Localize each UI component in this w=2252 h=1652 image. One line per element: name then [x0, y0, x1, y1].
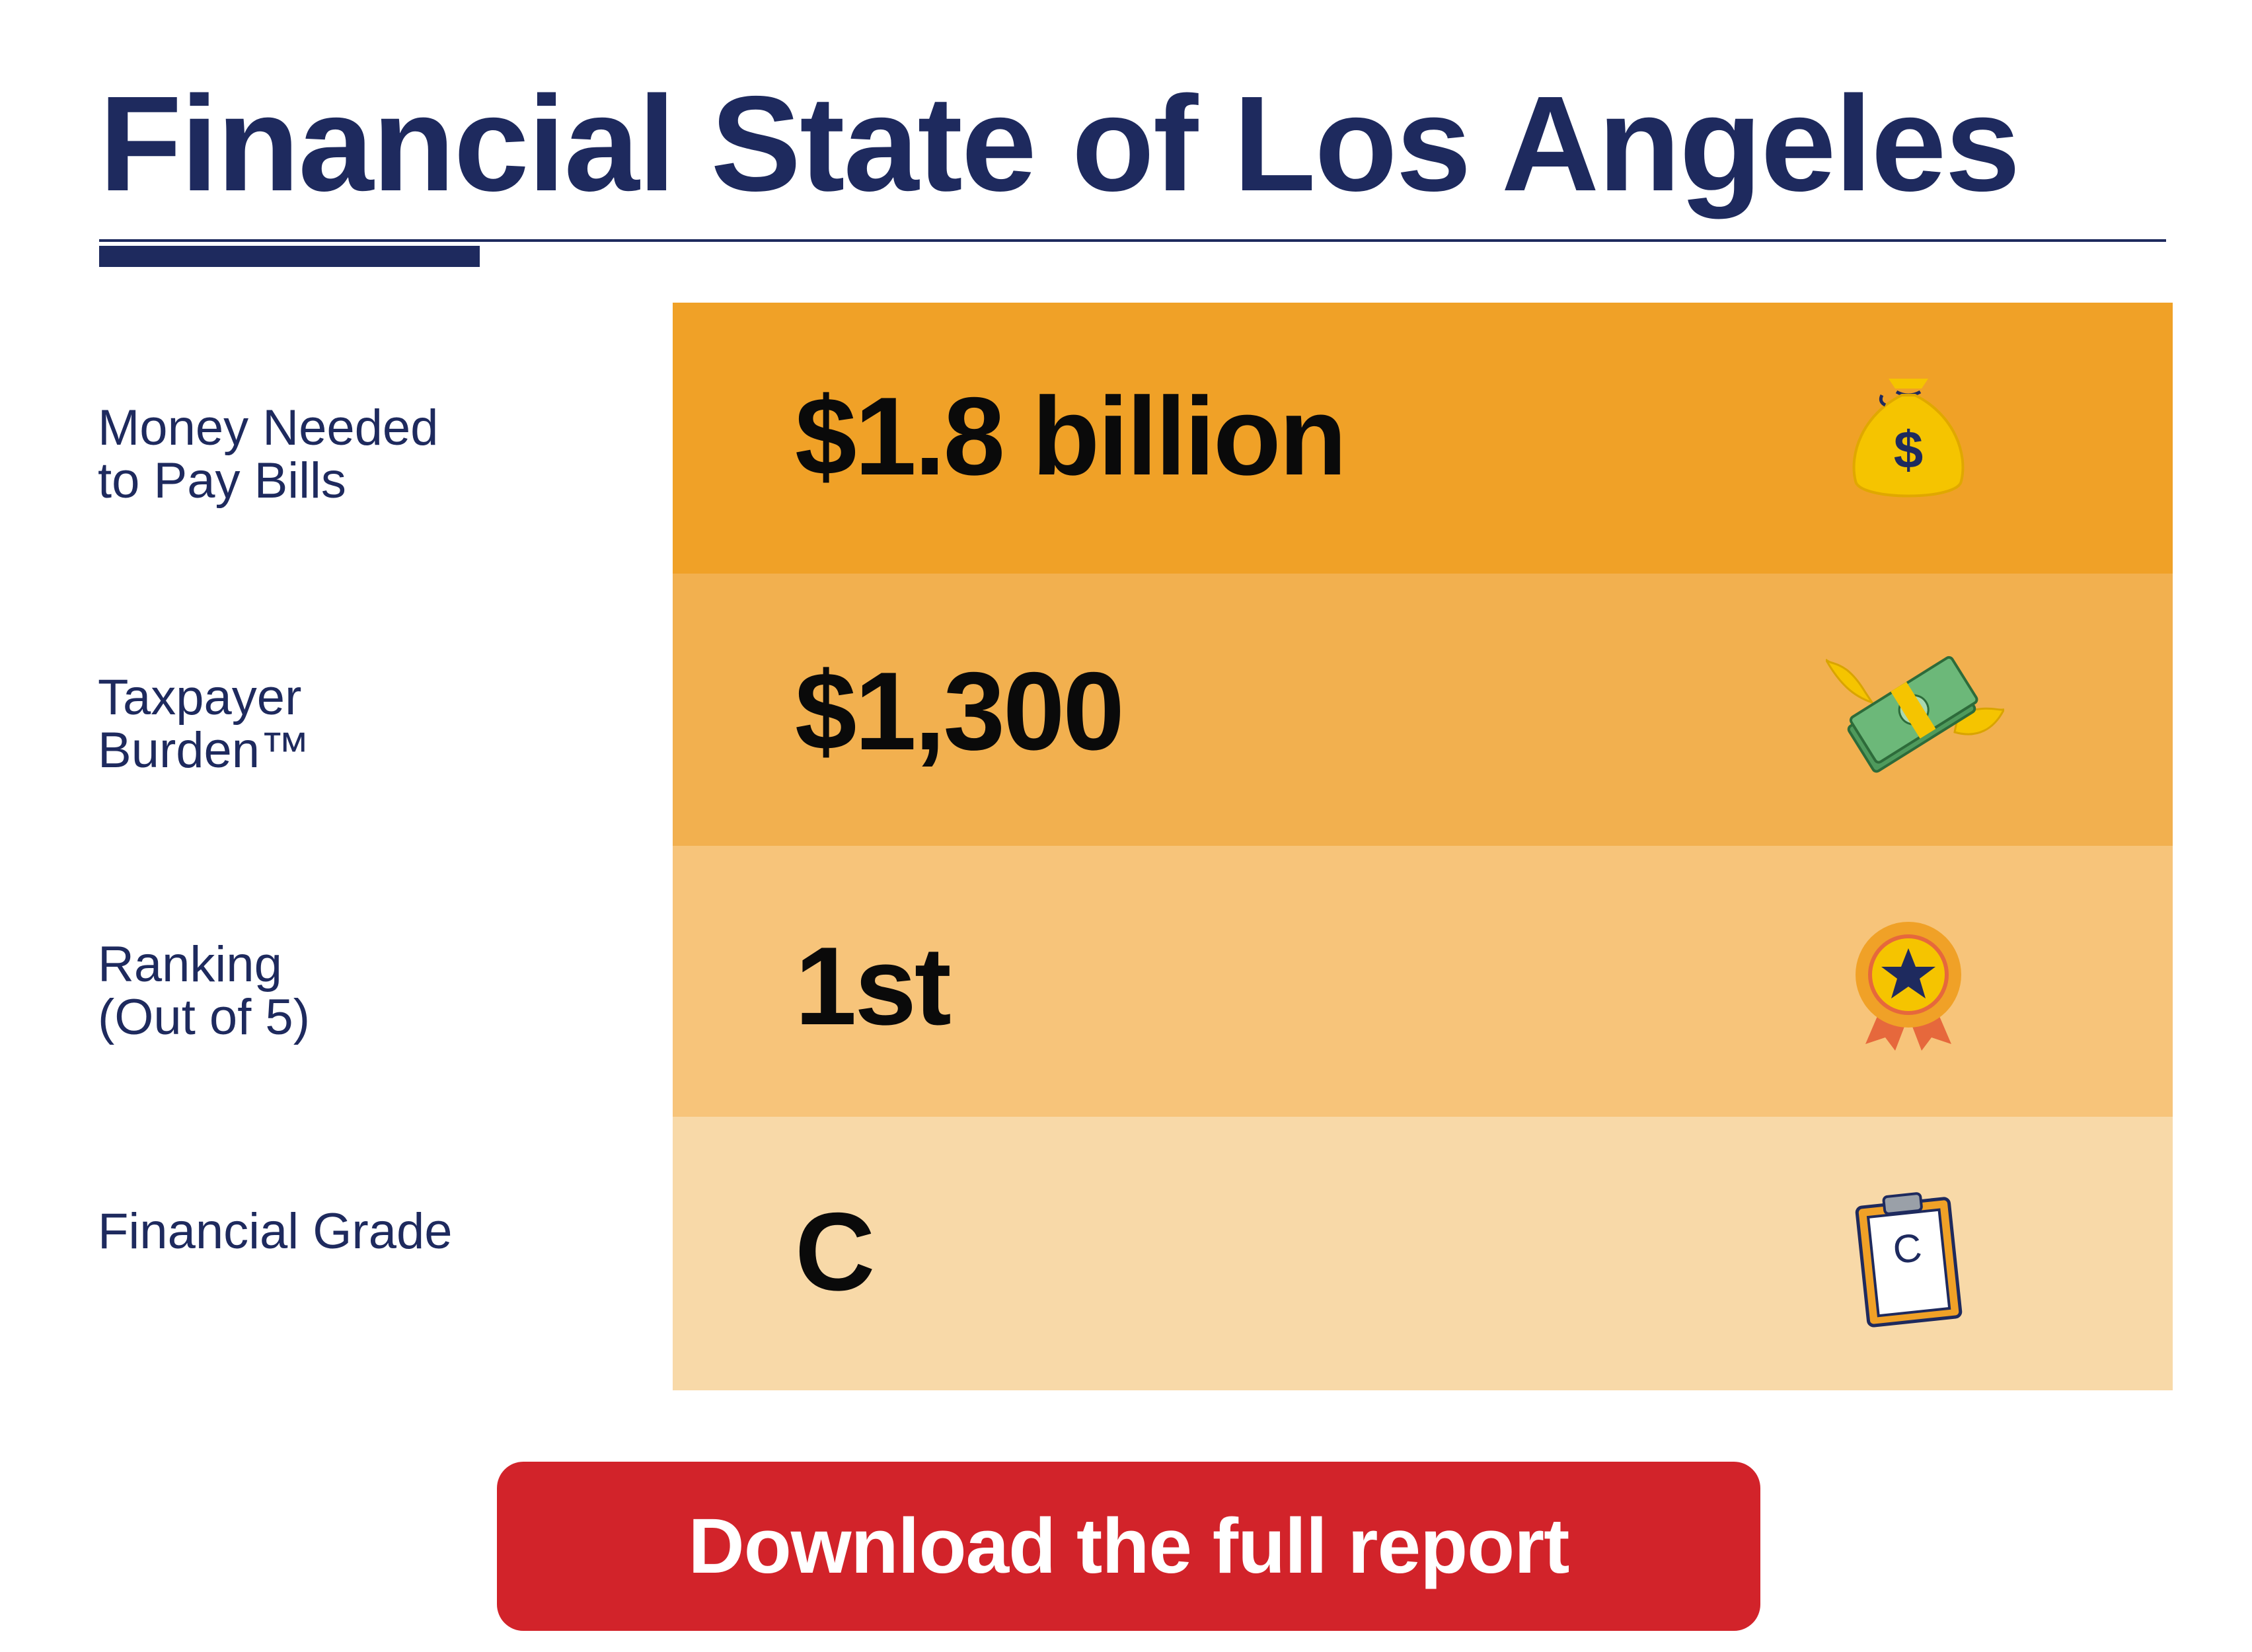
- stat-card-ranking: 1st: [673, 846, 2173, 1117]
- stat-card-money-needed: $1.8 billion $: [673, 303, 2173, 574]
- money-bag-icon-glyph: $: [1894, 420, 1924, 479]
- page-title: Financial State of Los Angeles: [99, 68, 2020, 219]
- stat-value-taxpayer-burden: $1,300: [795, 649, 1125, 773]
- row-label-taxpayer-burden: Taxpayer Burden™: [98, 669, 311, 778]
- clipboard-icon: C: [1849, 1189, 1968, 1332]
- stat-value-ranking: 1st: [795, 924, 952, 1048]
- stat-value-financial-grade: C: [795, 1189, 875, 1314]
- stat-card-taxpayer-burden: $1,300: [673, 574, 2173, 846]
- row-label-ranking: Ranking (Out of 5): [98, 936, 310, 1045]
- award-ribbon-icon: [1849, 919, 1968, 1054]
- clipboard-icon-glyph: C: [1891, 1225, 1924, 1272]
- stat-card-financial-grade: C C: [673, 1117, 2173, 1390]
- money-bag-icon: $: [1849, 375, 1968, 511]
- download-report-button[interactable]: Download the full report: [497, 1462, 1760, 1631]
- title-rule: [99, 239, 2166, 242]
- row-label-money-needed: Money Needed to Pay Bills: [98, 400, 439, 509]
- title-accent-bar: [99, 246, 480, 267]
- flying-money-icon: [1824, 646, 2006, 782]
- stat-value-money-needed: $1.8 billion: [795, 374, 1347, 498]
- row-label-financial-grade: Financial Grade: [98, 1203, 453, 1259]
